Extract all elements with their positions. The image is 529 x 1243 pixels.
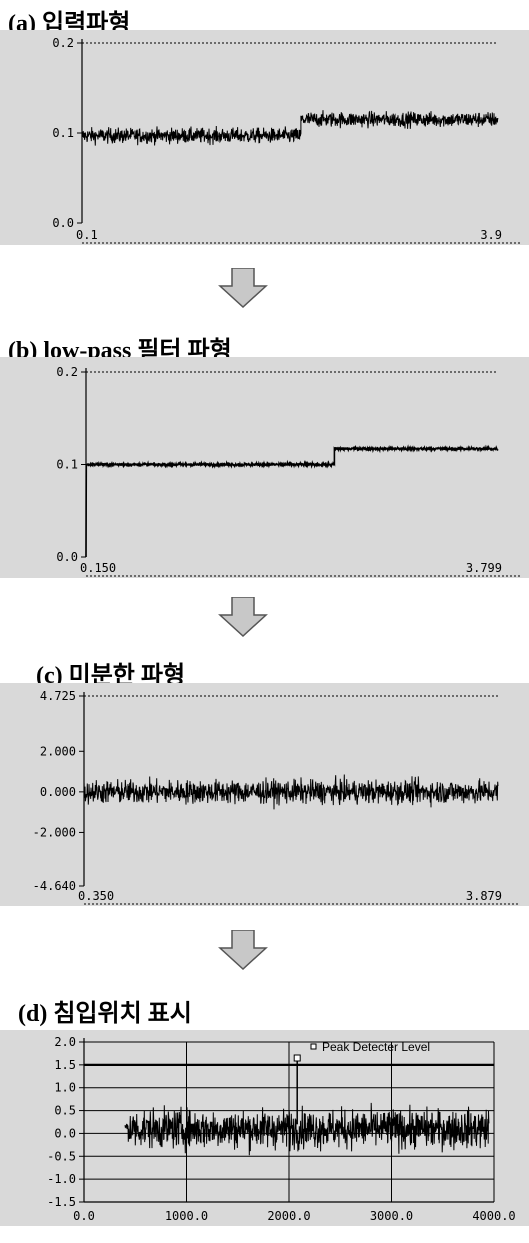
y-tick-label: 0.2	[56, 365, 78, 379]
down-arrow-icon	[218, 930, 268, 970]
chart-a: 0.20.10.00.1 3.9	[0, 30, 529, 245]
y-tick-label: 0.0	[56, 550, 78, 564]
y-tick-label: 2.0	[54, 1035, 76, 1049]
y-tick-label: 0.1	[52, 126, 74, 140]
y-tick-label: -1.0	[47, 1172, 76, 1186]
chart-title-d: (d) 침입위치 표시	[18, 1001, 192, 1027]
y-tick-label: 1.0	[54, 1081, 76, 1095]
x-tick-label: 3.879	[466, 889, 502, 903]
y-tick-label: 4.725	[40, 689, 76, 703]
y-tick-label: 2.000	[40, 744, 76, 758]
x-tick-label: 3000.0	[370, 1209, 413, 1223]
plot-background	[0, 357, 529, 578]
y-tick-label: -0.5	[47, 1149, 76, 1163]
y-tick-label: 1.5	[54, 1058, 76, 1072]
down-arrow-icon	[218, 268, 268, 308]
x-tick-label: 3.799	[466, 561, 502, 575]
x-tick-label: 0.150	[80, 561, 116, 575]
peak-marker	[293, 1054, 301, 1062]
y-tick-label: 0.000	[40, 785, 76, 799]
x-tick-label: 0.0	[73, 1209, 95, 1223]
plot-background	[0, 30, 529, 245]
y-tick-label: 0.1	[56, 458, 78, 472]
chart-b: 0.2 0.1 0.00.150 3.799	[0, 357, 529, 578]
legend-label: Peak Detecter Level	[322, 1040, 430, 1054]
y-tick-label: 0.0	[52, 216, 74, 230]
x-tick-label: 1000.0	[165, 1209, 208, 1223]
y-tick-label: -2.000	[33, 825, 76, 839]
x-tick-label: 4000.0	[472, 1209, 515, 1223]
y-tick-label: 0.2	[52, 36, 74, 50]
x-tick-label: 0.1	[76, 228, 98, 242]
y-tick-label: 0.5	[54, 1104, 76, 1118]
y-tick-label: -1.5	[47, 1195, 76, 1209]
down-arrow-icon	[218, 597, 268, 637]
x-tick-label: 3.9	[480, 228, 502, 242]
signal-trace	[81, 110, 499, 146]
signal-trace	[124, 1102, 490, 1156]
chart-d: 2.01.51.00.50.0-0.5-1.0-1.50.0 1000.0 2000…	[0, 1030, 529, 1226]
legend-marker	[310, 1043, 317, 1050]
signal-trace	[83, 774, 499, 810]
x-tick-label: 2000.0	[267, 1209, 310, 1223]
y-tick-label: 0.0	[54, 1126, 76, 1140]
x-tick-label: 0.350	[78, 889, 114, 903]
y-tick-label: -4.640	[33, 879, 76, 893]
signal-trace	[85, 444, 499, 558]
